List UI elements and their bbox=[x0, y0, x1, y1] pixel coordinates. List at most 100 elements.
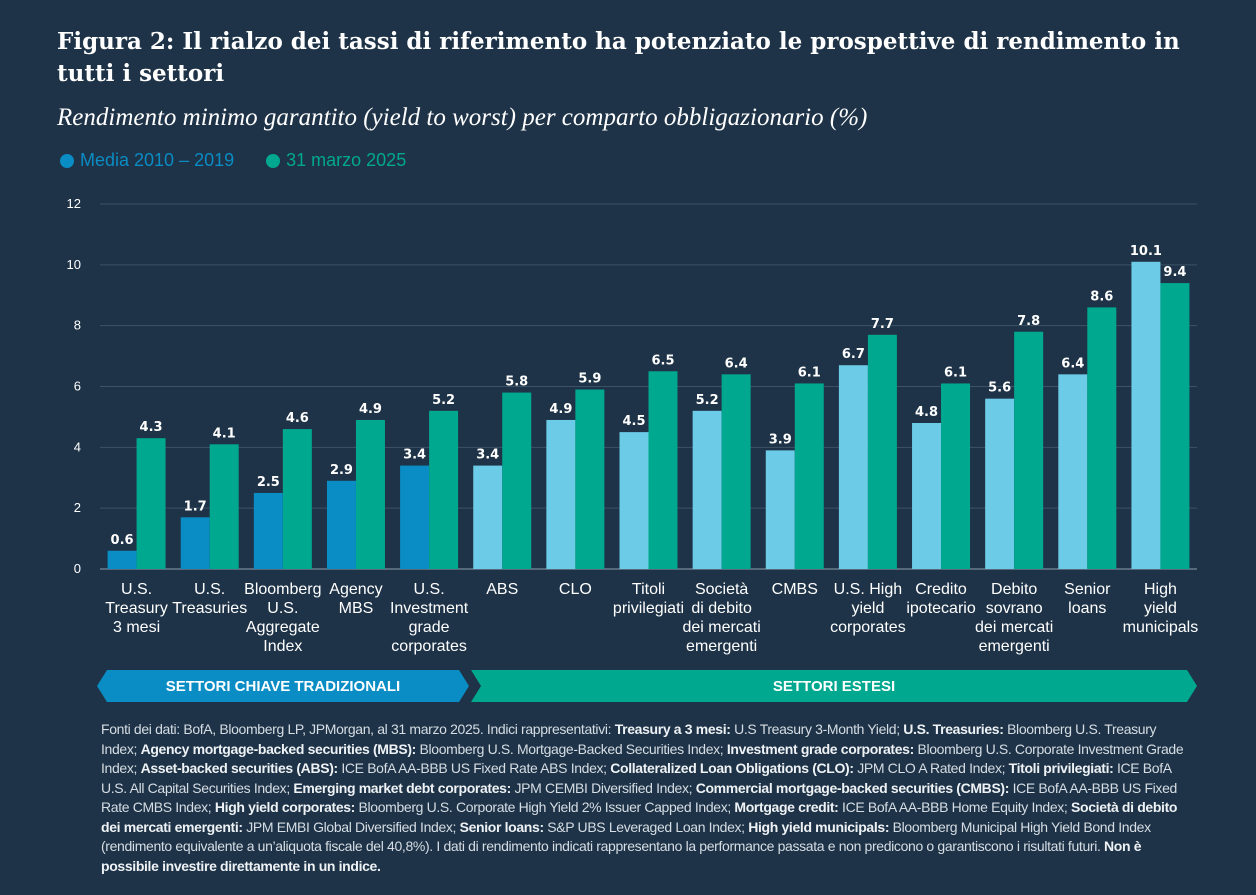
data-label: 7.8 bbox=[1017, 314, 1040, 329]
footnote-segment: ICE BofA AA-BBB Home Equity Index; bbox=[838, 799, 1072, 815]
category-label: ipotecario bbox=[906, 600, 975, 617]
category-label: Bloomberg bbox=[244, 581, 321, 598]
data-label: 8.6 bbox=[1090, 289, 1113, 304]
data-label: 6.1 bbox=[944, 365, 967, 380]
category-label: Agency bbox=[329, 581, 382, 598]
data-label: 6.5 bbox=[651, 353, 674, 368]
category-label: corporates bbox=[830, 619, 906, 636]
y-tick-label: 12 bbox=[67, 196, 81, 211]
data-label: 4.9 bbox=[549, 402, 572, 417]
footnote-segment: High yield municipals: bbox=[748, 818, 890, 835]
bar-avg-2010-2019 bbox=[765, 450, 795, 569]
category-label: loans bbox=[1068, 600, 1106, 617]
bar-avg-2010-2019 bbox=[253, 492, 283, 569]
bar-31-mar-2025 bbox=[136, 438, 166, 569]
category-label: U.S. bbox=[414, 581, 445, 598]
category-label: sovrano bbox=[986, 600, 1043, 617]
data-label: 7.7 bbox=[871, 317, 894, 332]
bar-31-mar-2025 bbox=[721, 374, 751, 569]
footnote-segment: Emerging market debt corporates: bbox=[293, 779, 511, 796]
bar-31-mar-2025 bbox=[648, 371, 678, 569]
y-tick-label: 4 bbox=[74, 439, 81, 454]
footnote-segment: U.S. Treasuries: bbox=[903, 721, 1004, 737]
footnote-segment: ICE BofA AA-BBB US Fixed Rate CMBS Index… bbox=[101, 779, 1177, 816]
y-tick-label: 2 bbox=[74, 500, 81, 515]
y-tick-label: 0 bbox=[74, 561, 81, 576]
bar-avg-2010-2019 bbox=[180, 517, 210, 569]
footnote-segment: Bloomberg U.S. Corporate High Yield 2% I… bbox=[355, 799, 735, 815]
category-label: Investment bbox=[390, 600, 469, 617]
legend: Media 2010 – 2019 31 marzo 2025 bbox=[60, 150, 406, 171]
y-tick-label: 6 bbox=[74, 379, 81, 394]
category-label: di debito bbox=[691, 600, 752, 617]
footnote-segment: Asset-backed securities (ABS): bbox=[140, 760, 339, 776]
bar-avg-2010-2019 bbox=[546, 419, 576, 569]
category-label: Index bbox=[263, 638, 302, 655]
category-label: U.S. High bbox=[834, 581, 902, 598]
category-label: Senior bbox=[1064, 581, 1111, 598]
footnote-segment: JPM CLO A Rated Index; bbox=[853, 760, 1009, 776]
legend-item-avg: Media 2010 – 2019 bbox=[60, 150, 234, 171]
footnote-segment: JPM CEMBI Diversified Index; bbox=[510, 779, 696, 796]
bar-avg-2010-2019 bbox=[1131, 261, 1161, 569]
bar-31-mar-2025 bbox=[1160, 283, 1190, 569]
data-label: 3.4 bbox=[403, 448, 426, 463]
data-label: 9.4 bbox=[1163, 265, 1186, 280]
bar-31-mar-2025 bbox=[794, 383, 824, 569]
bar-avg-2010-2019 bbox=[619, 432, 649, 569]
category-label: emergenti bbox=[686, 638, 757, 655]
bar-avg-2010-2019 bbox=[838, 365, 868, 569]
category-label: Aggregate bbox=[246, 619, 320, 636]
footnote-segment: Collateralized Loan Obligations (CLO): bbox=[610, 760, 854, 776]
footnote-segment: Bloomberg U.S. Mortgage-Backed Securitie… bbox=[416, 740, 727, 757]
category-label: Treasury bbox=[105, 600, 168, 617]
data-label: 5.9 bbox=[578, 372, 601, 387]
chart-subtitle: Rendimento minimo garantito (yield to wo… bbox=[57, 104, 868, 131]
data-label: 10.1 bbox=[1130, 244, 1162, 259]
category-label: U.S. bbox=[267, 600, 298, 617]
category-label: U.S. bbox=[194, 581, 225, 598]
footnote-segment: S&P UBS Leveraged Loan Index; bbox=[543, 818, 749, 835]
category-label: yield bbox=[1144, 600, 1177, 617]
bar-31-mar-2025 bbox=[282, 429, 312, 569]
footnote-segment: Bloomberg U.S. Corporate Investment Grad… bbox=[101, 740, 1184, 777]
category-label: 3 mesi bbox=[113, 619, 160, 636]
data-label: 6.7 bbox=[842, 347, 865, 362]
y-tick-label: 8 bbox=[74, 318, 81, 333]
bar-31-mar-2025 bbox=[941, 383, 971, 569]
category-label: grade bbox=[409, 619, 450, 636]
y-tick-label: 10 bbox=[67, 257, 81, 272]
category-label: Società bbox=[695, 581, 748, 598]
data-label: 4.9 bbox=[359, 402, 382, 417]
data-label: 2.9 bbox=[330, 463, 353, 478]
page-title: Figura 2: Il rialzo dei tassi di riferim… bbox=[57, 28, 1180, 87]
bar-avg-2010-2019 bbox=[1058, 374, 1088, 569]
footnote-segment: Mortgage credit: bbox=[734, 799, 839, 815]
bar-31-mar-2025 bbox=[1087, 307, 1117, 569]
data-label: 3.9 bbox=[769, 432, 792, 447]
footnote-segment: ICE BofA U.S. All Capital Securities Ind… bbox=[101, 760, 1171, 796]
data-label: 5.6 bbox=[988, 381, 1011, 396]
footnote-segment: ICE BofA AA-BBB US Fixed Rate ABS Index; bbox=[337, 760, 611, 776]
data-label: 6.4 bbox=[1061, 356, 1084, 371]
bar-avg-2010-2019 bbox=[107, 550, 137, 569]
data-label: 4.5 bbox=[622, 414, 645, 429]
bar-avg-2010-2019 bbox=[400, 465, 430, 569]
category-label: emergenti bbox=[979, 638, 1050, 655]
category-label: CLO bbox=[559, 581, 592, 598]
band-extended-sectors: SETTORI ESTESI bbox=[471, 670, 1197, 702]
category-label: municipals bbox=[1123, 619, 1199, 636]
data-label: 4.3 bbox=[140, 420, 163, 435]
category-label: CMBS bbox=[772, 581, 818, 598]
footnote-segment: Agency mortgage-backed securities (MBS): bbox=[140, 740, 417, 757]
bar-31-mar-2025 bbox=[429, 410, 459, 569]
footnote-segment: Titoli privilegiati: bbox=[1008, 760, 1114, 776]
footnote-segment: High yield corporates: bbox=[214, 799, 355, 815]
footnote-segment: Società di debito dei mercati emergenti: bbox=[101, 799, 1178, 835]
category-label: ABS bbox=[486, 581, 518, 598]
legend-current-swatch-icon bbox=[266, 153, 281, 168]
bar-avg-2010-2019 bbox=[473, 465, 503, 569]
category-label: MBS bbox=[339, 600, 374, 617]
legend-item-current: 31 marzo 2025 bbox=[266, 150, 406, 171]
footnote-segment: Bloomberg Municipal High Yield Bond Inde… bbox=[101, 818, 1151, 855]
